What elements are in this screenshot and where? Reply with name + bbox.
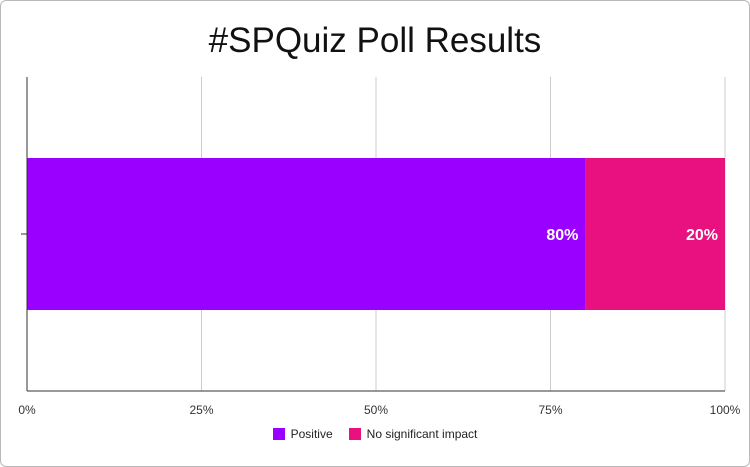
legend: Positive No significant impact <box>1 427 749 441</box>
data-label: 80% <box>546 227 578 244</box>
bar-segment <box>585 158 725 310</box>
legend-label: No significant impact <box>366 427 478 441</box>
x-tick-label: 100% <box>710 403 741 417</box>
legend-item: Positive <box>272 427 333 441</box>
x-tick-label: 50% <box>364 403 388 417</box>
x-tick-label: 75% <box>538 403 562 417</box>
x-tick-label: 0% <box>18 403 36 417</box>
legend-swatch <box>348 428 361 440</box>
x-tick-label: 25% <box>189 403 213 417</box>
legend-item: No significant impact <box>348 427 478 441</box>
bar-segment <box>27 158 586 310</box>
data-label: 20% <box>686 227 718 244</box>
legend-swatch <box>272 428 285 440</box>
legend-label: Positive <box>290 427 333 441</box>
chart-title: #SPQuiz Poll Results <box>208 21 542 60</box>
plot-area: 80% 20% 0% 25% 50% 75% 100% <box>18 77 741 417</box>
